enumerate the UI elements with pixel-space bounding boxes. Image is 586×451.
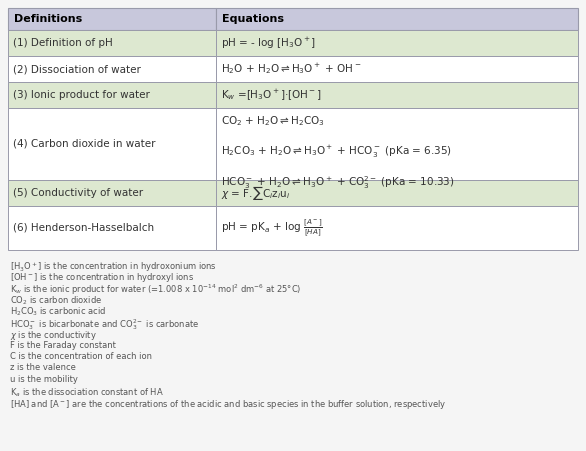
Text: (4) Carbon dioxide in water: (4) Carbon dioxide in water [13, 139, 155, 149]
Text: K$_w$ is the ionic product for water (=1.008 x 10$^{-14}$ mol$^2$ dm$^{-6}$ at 2: K$_w$ is the ionic product for water (=1… [10, 283, 302, 297]
Bar [8, 30, 216, 56]
Text: u is the mobility: u is the mobility [10, 375, 78, 384]
Text: [HA] and [A$^-$] are the concentrations of the acidic and basic species in the b: [HA] and [A$^-$] are the concentrations … [10, 398, 447, 411]
Text: $\chi$ = F.$\sum$C$_i$z$_i$u$_i$: $\chi$ = F.$\sum$C$_i$z$_i$u$_i$ [221, 184, 290, 202]
Bar [216, 56, 578, 82]
Text: [H$_3$O$^+$] is the concentration in hydroxonium ions: [H$_3$O$^+$] is the concentration in hyd… [10, 260, 217, 274]
Text: CO$_2$ is carbon dioxide: CO$_2$ is carbon dioxide [10, 295, 102, 307]
Text: z is the valence: z is the valence [10, 364, 76, 373]
Text: HCO$_3^-$ is bicarbonate and CO$_3^{2-}$ is carbonate: HCO$_3^-$ is bicarbonate and CO$_3^{2-}$… [10, 318, 199, 332]
Text: (6) Henderson-Hasselbalch: (6) Henderson-Hasselbalch [13, 223, 154, 233]
Bar [8, 206, 216, 250]
Text: H$_2$O + H$_2$O$\rightleftharpoons$H$_3$O$^+$ + OH$^-$: H$_2$O + H$_2$O$\rightleftharpoons$H$_3$… [221, 61, 362, 77]
Bar [8, 8, 216, 30]
Bar [216, 8, 578, 30]
Bar [216, 206, 578, 250]
Text: (5) Conductivity of water: (5) Conductivity of water [13, 188, 143, 198]
Bar [8, 180, 216, 206]
Bar [8, 56, 216, 82]
Text: H$_2$CO$_3$ is carbonic acid: H$_2$CO$_3$ is carbonic acid [10, 306, 106, 318]
Text: pH = - log [H$_3$O$^+$]: pH = - log [H$_3$O$^+$] [221, 36, 316, 51]
Bar [216, 180, 578, 206]
Text: (1) Definition of pH: (1) Definition of pH [13, 38, 113, 48]
Text: (3) Ionic product for water: (3) Ionic product for water [13, 90, 150, 100]
Text: [OH$^-$] is the concentration in hydroxyl ions: [OH$^-$] is the concentration in hydroxy… [10, 272, 194, 285]
Text: HCO$_3^-$ + H$_2$O$\rightleftharpoons$H$_3$O$^+$ + CO$_3^{2-}$ (pKa = 10.33): HCO$_3^-$ + H$_2$O$\rightleftharpoons$H$… [221, 174, 455, 191]
Text: Equations: Equations [222, 14, 284, 24]
Text: $\chi$ is the conductivity: $\chi$ is the conductivity [10, 329, 97, 342]
Bar [216, 108, 578, 180]
Bar [8, 108, 216, 180]
Text: H$_2$CO$_3$ + H$_2$O$\rightleftharpoons$H$_3$O$^+$ + HCO$_3^-$ (pKa = 6.35): H$_2$CO$_3$ + H$_2$O$\rightleftharpoons$… [221, 144, 452, 160]
Text: Definitions: Definitions [14, 14, 82, 24]
Text: K$_a$ is the dissociation constant of HA: K$_a$ is the dissociation constant of HA [10, 387, 164, 399]
Bar [8, 82, 216, 108]
Bar [216, 82, 578, 108]
Text: F is the Faraday constant: F is the Faraday constant [10, 341, 116, 350]
Text: C is the concentration of each ion: C is the concentration of each ion [10, 352, 152, 361]
Text: (2) Dissociation of water: (2) Dissociation of water [13, 64, 141, 74]
Text: CO$_2$ + H$_2$O$\rightleftharpoons$H$_2$CO$_3$: CO$_2$ + H$_2$O$\rightleftharpoons$H$_2$… [221, 114, 325, 128]
Text: pH = pK$_a$ + log $\frac{[A^-]}{[HA]}$: pH = pK$_a$ + log $\frac{[A^-]}{[HA]}$ [221, 217, 323, 239]
Bar [216, 30, 578, 56]
Text: K$_w$ =[H$_3$O$^+$]·[OH$^-$]: K$_w$ =[H$_3$O$^+$]·[OH$^-$] [221, 87, 322, 102]
